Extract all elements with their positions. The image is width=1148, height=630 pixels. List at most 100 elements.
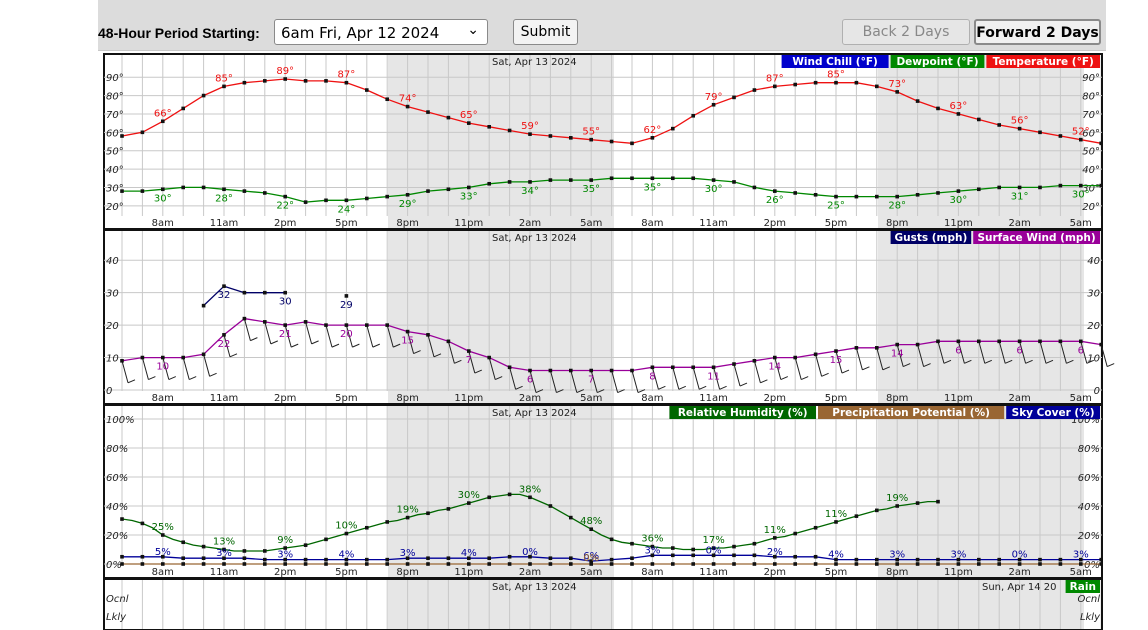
surface-wind-point (977, 339, 981, 344)
sky-cover-point (426, 556, 430, 560)
sky-cover-point (752, 553, 757, 558)
precip-point (854, 562, 859, 566)
surface-wind-point (1079, 339, 1083, 344)
humidity-point (691, 547, 695, 552)
humidity-point (283, 546, 287, 550)
dewpoint-point (589, 178, 593, 182)
surface-wind-point (222, 333, 226, 337)
precip-point (1017, 562, 1022, 566)
sky-cover-point (589, 559, 593, 563)
wind-barb (162, 357, 170, 380)
surface-wind-value-label: 14 (891, 349, 904, 360)
wind-barb-flag (1005, 359, 1013, 364)
wind-barb-flag (413, 350, 421, 355)
surface-wind-value-label: 14 (768, 362, 781, 373)
wind-barb (325, 324, 333, 348)
x-tick-label: 2pm (274, 393, 296, 404)
dewpoint-point (956, 189, 961, 193)
dewpoint-value-label: 31° (1011, 191, 1029, 202)
humidity-value-label: 11% (764, 525, 786, 536)
temperature-point (120, 134, 124, 138)
sky-cover-value-label: 3% (1073, 550, 1089, 561)
wind-barb (366, 324, 374, 348)
period-select[interactable]: 6am Fri, Apr 12 2024 ⌄ (274, 19, 488, 45)
x-tick-label: 11pm (944, 567, 973, 578)
temperature-point (303, 79, 308, 83)
date-label-2: Sun, Apr 14 20 (982, 582, 1057, 593)
sky-cover-point (181, 556, 185, 560)
surface-wind-point (875, 346, 879, 350)
humidity-point (161, 533, 165, 537)
legend-label: Dewpoint (°F) (896, 56, 978, 68)
date-label: Sat, Apr 13 2024 (492, 408, 577, 419)
surface-wind-point (283, 323, 287, 327)
temperature-value-label: 85° (215, 73, 233, 84)
humidity-point (385, 520, 389, 524)
sky-cover-point (1038, 557, 1042, 562)
surface-wind-point (201, 352, 206, 357)
forward-2-days-button[interactable]: Forward 2 Days (974, 19, 1101, 45)
precip-point (589, 562, 593, 566)
temperature-point (242, 80, 247, 85)
wind-barb (407, 331, 415, 354)
humidity-value-label: 9% (277, 535, 293, 546)
back-2-days-button[interactable]: Back 2 Days (842, 19, 970, 45)
surface-wind-point (120, 359, 124, 363)
dewpoint-point (936, 191, 940, 195)
y-tick-label-left: 70° (106, 110, 124, 121)
humidity-point (263, 549, 267, 553)
chevron-down-icon: ⌄ (467, 22, 479, 38)
surface-wind-point (589, 368, 593, 373)
surface-wind-point (895, 342, 899, 347)
x-tick-label: 11pm (454, 218, 483, 229)
temperature-point (630, 141, 634, 146)
x-tick-label: 11pm (454, 393, 483, 404)
night-band (878, 580, 1084, 630)
wind-barb (1080, 341, 1088, 364)
x-tick-label: 11am (210, 218, 239, 229)
humidity-point (242, 549, 247, 553)
precip-point (528, 562, 532, 566)
night-band (388, 231, 614, 404)
x-tick-label: 2am (519, 393, 541, 404)
precip-point (711, 562, 716, 566)
x-tick-label: 11pm (944, 218, 973, 229)
submit-button[interactable]: Submit (513, 19, 578, 45)
precip-point (365, 562, 369, 566)
sky-cover-value-label: 3% (400, 548, 416, 559)
sky-cover-point (507, 554, 512, 559)
sky-cover-value-label: 0% (706, 545, 722, 556)
x-tick-label: 8pm (396, 218, 418, 229)
surface-wind-value-label: 7 (466, 355, 472, 366)
humidity-point (222, 547, 226, 552)
precip-point (752, 562, 757, 566)
wind-barb-flag (352, 343, 360, 348)
y-tick-label-left: 60° (106, 128, 124, 139)
x-tick-label: 5pm (335, 218, 357, 229)
precip-point (548, 562, 553, 566)
precip-point (201, 562, 206, 566)
humidity-point (671, 546, 675, 550)
temperature-point (1017, 126, 1022, 131)
x-tick-label: 5am (580, 218, 602, 229)
wind-barb (713, 367, 721, 390)
temperature-value-label: 87° (338, 70, 356, 81)
wind-barb-flag (903, 363, 911, 368)
humidity-point (895, 504, 899, 508)
y-tick-label-right: 60% (1078, 473, 1100, 484)
x-tick-label: 2am (519, 567, 541, 578)
humidity-value-label: 19% (396, 505, 418, 516)
dewpoint-point (507, 180, 512, 184)
sky-cover-point (222, 556, 226, 560)
temperature-point (671, 126, 675, 131)
wind-barb (223, 334, 231, 357)
precip-point (222, 562, 226, 566)
legend-label: Precipitation Potential (%) (832, 407, 990, 419)
dewpoint-point (467, 185, 471, 190)
surface-wind-value-label: 15 (830, 355, 843, 366)
x-tick-label: 2pm (764, 567, 786, 578)
temperature-point (385, 97, 389, 102)
wind-barb (917, 344, 925, 367)
x-tick-label: 8am (641, 218, 663, 229)
sky-cover-point (875, 557, 879, 562)
